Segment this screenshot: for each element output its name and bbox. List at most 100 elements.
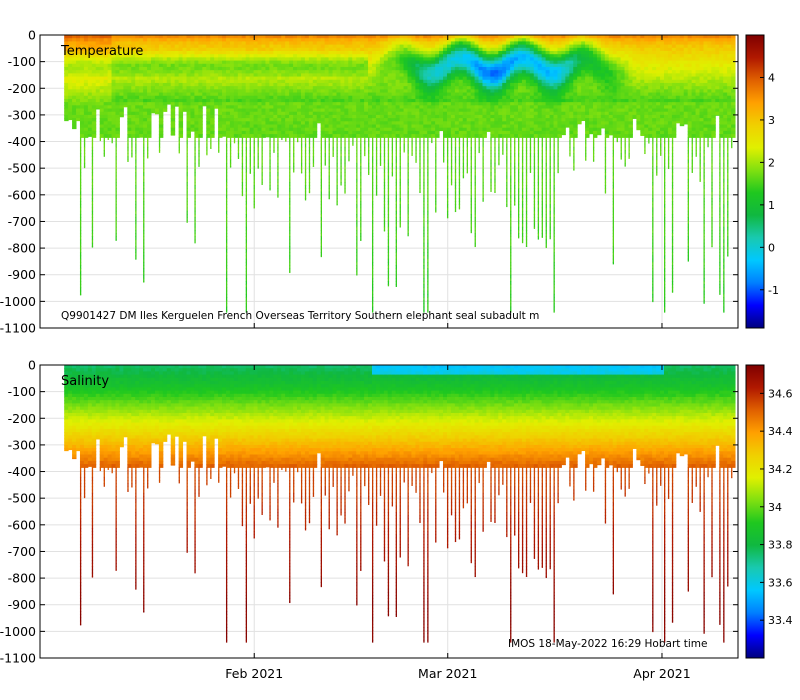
profile <box>316 365 322 454</box>
profile <box>68 35 73 121</box>
profile <box>225 365 231 643</box>
profile <box>683 35 689 125</box>
profile <box>494 35 499 194</box>
profile <box>439 365 444 462</box>
profile <box>510 365 515 643</box>
profile <box>186 35 191 223</box>
profile <box>135 365 140 590</box>
profile <box>249 35 255 174</box>
profile <box>324 35 330 166</box>
profile <box>671 35 677 293</box>
profile <box>253 365 259 539</box>
profile <box>198 365 203 497</box>
profile <box>151 35 156 114</box>
profile <box>624 35 629 167</box>
profile <box>565 35 570 128</box>
profile <box>115 35 120 241</box>
colorbar-tick-label: 0 <box>768 241 775 254</box>
profile <box>482 365 487 532</box>
profile <box>158 365 164 483</box>
profile <box>364 365 369 487</box>
profile <box>454 35 460 213</box>
profile <box>127 35 132 162</box>
profile <box>462 365 468 509</box>
y-tick-label: -400 <box>8 464 36 479</box>
profile <box>76 365 81 452</box>
profile <box>273 35 278 153</box>
profile <box>218 35 223 153</box>
profile <box>573 35 578 171</box>
profile <box>506 35 511 208</box>
profile <box>379 35 385 166</box>
y-tick-label: -800 <box>8 571 36 586</box>
profile <box>632 35 637 119</box>
profile <box>285 35 290 142</box>
colorbar-tick-label: 4 <box>768 71 775 84</box>
profile <box>249 365 255 504</box>
profile <box>99 365 105 472</box>
y-tick-label: -900 <box>8 267 36 282</box>
profile <box>703 35 708 304</box>
profile <box>423 365 428 643</box>
salinity-profiles <box>64 365 736 643</box>
profile <box>336 35 341 206</box>
profile <box>308 35 314 194</box>
profile <box>640 35 645 136</box>
profile <box>64 365 69 452</box>
profile <box>589 35 594 135</box>
profile <box>679 35 685 127</box>
profile <box>533 35 539 229</box>
profile <box>592 365 598 492</box>
profile <box>498 35 503 166</box>
profile <box>446 35 452 219</box>
profile <box>727 35 732 257</box>
y-tick-label: -300 <box>8 107 36 122</box>
profile <box>608 35 614 136</box>
profile <box>368 35 373 176</box>
y-tick-label: -600 <box>8 187 36 202</box>
profile <box>486 35 491 132</box>
profile <box>119 365 124 448</box>
profile <box>541 35 547 238</box>
profile <box>628 35 633 159</box>
profile <box>446 365 452 549</box>
profile <box>458 35 464 210</box>
profile <box>474 35 480 248</box>
profile <box>131 365 136 488</box>
profile <box>399 365 405 558</box>
profile <box>715 35 720 116</box>
profile <box>585 35 590 161</box>
profile <box>368 365 373 506</box>
profile <box>604 365 610 524</box>
profile <box>664 35 669 313</box>
profile <box>139 35 144 138</box>
salinity-panel: 0 -100 -200 -300 -400 -500 -600 -700 -800 -900 -10… <box>0 358 793 682</box>
profile <box>379 365 385 496</box>
profile <box>371 365 377 643</box>
profile <box>356 35 361 276</box>
profile <box>514 365 519 536</box>
profile <box>190 35 195 132</box>
colorbar-tick-label: 33.4 <box>768 614 793 627</box>
profile <box>660 35 665 156</box>
profile <box>356 365 361 606</box>
y-tick-label: -200 <box>8 81 36 96</box>
profile <box>237 365 243 489</box>
profile <box>553 365 558 643</box>
profile <box>387 365 393 617</box>
profile <box>592 35 598 162</box>
profile <box>711 35 716 248</box>
profile <box>399 35 405 228</box>
profile <box>68 365 73 451</box>
profile <box>253 35 259 209</box>
profile <box>403 35 408 153</box>
profile <box>320 365 326 588</box>
profile <box>103 365 109 487</box>
y-tick-label: -500 <box>8 161 36 176</box>
profile <box>671 365 677 623</box>
profile <box>553 35 558 313</box>
profile <box>719 365 724 625</box>
profile <box>723 365 728 643</box>
profile <box>95 35 101 110</box>
profile <box>731 365 736 479</box>
